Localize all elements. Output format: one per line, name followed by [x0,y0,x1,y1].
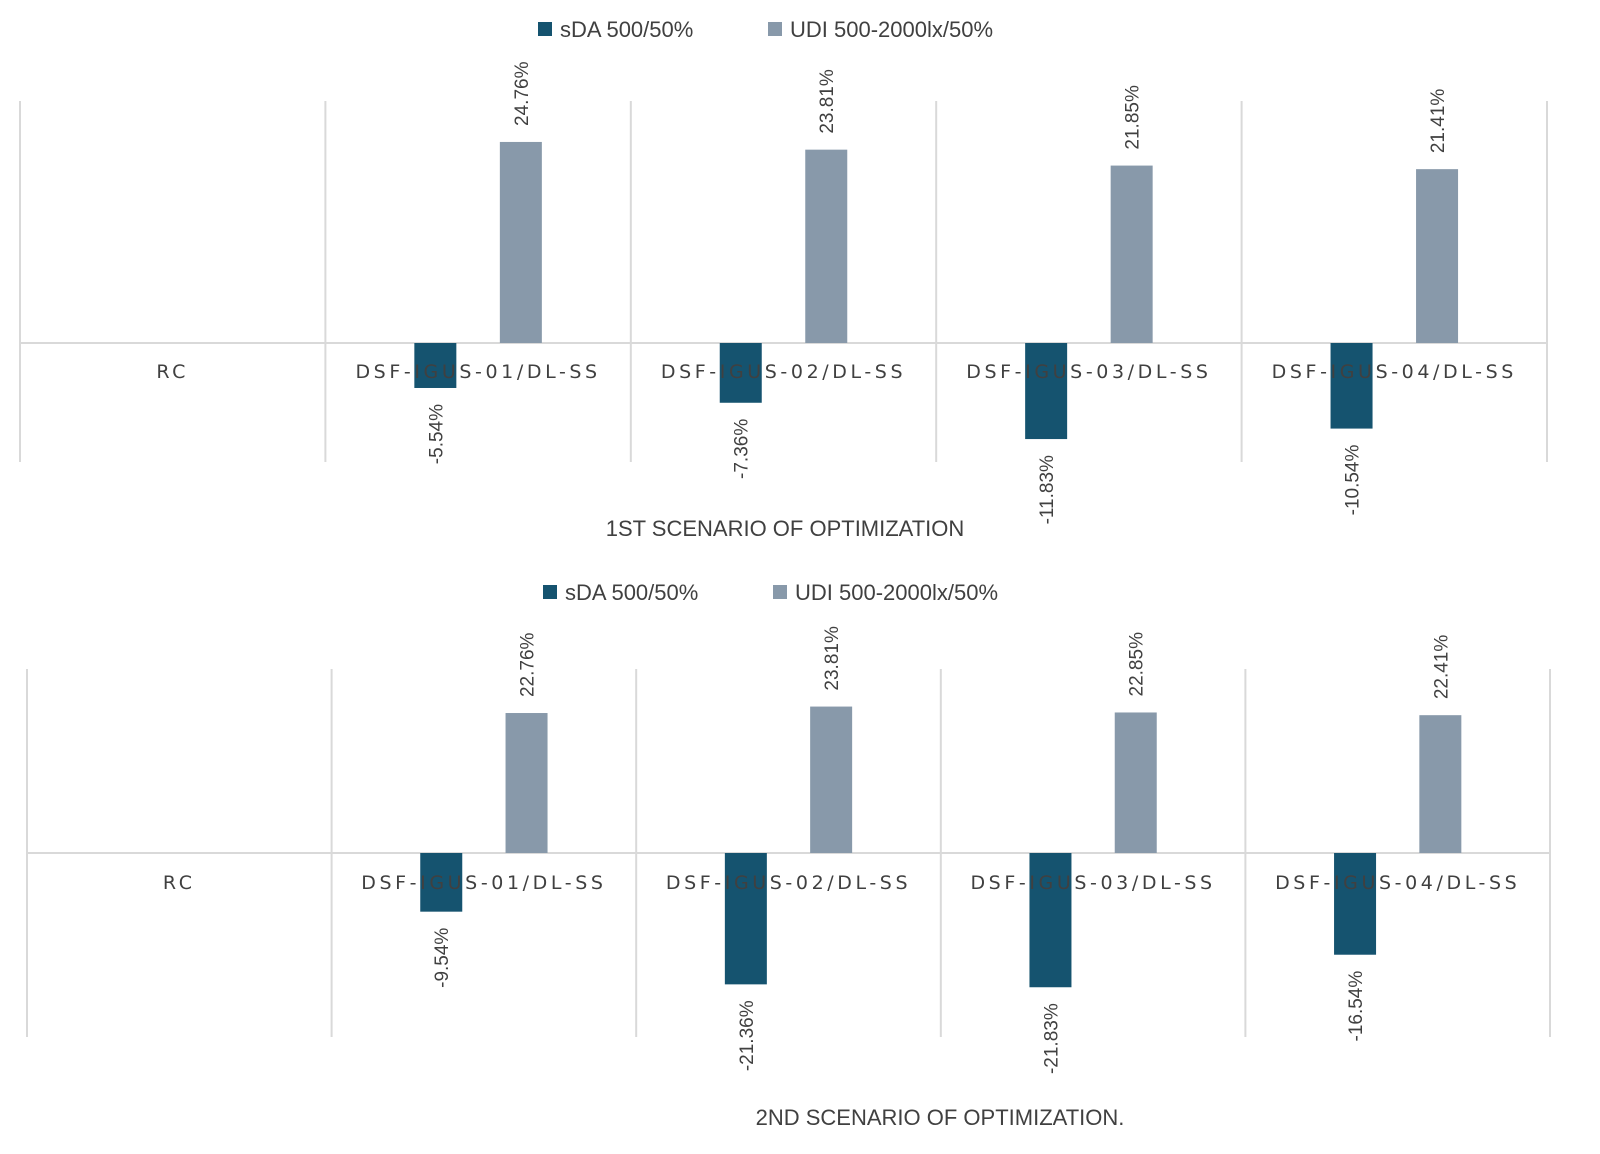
legend-label-1: sDA 500/50% [565,580,698,605]
data-label: 21.41% [1428,89,1449,154]
bar-sda [719,343,762,403]
legend-swatch-2 [773,585,787,599]
data-label: -11.83% [1037,455,1058,524]
bar-sda [1334,853,1377,955]
category-label: DSF-IGUS-04/DL-SS [1272,361,1517,383]
data-label: 22.41% [1431,635,1452,700]
data-label: -21.36% [737,1000,758,1071]
legend-label-2: UDI 500-2000lx/50% [790,17,993,42]
category-label: RC [156,361,189,383]
bar-sda [1330,343,1373,429]
data-label: -7.36% [732,419,753,479]
category-label: DSF-IGUS-04/DL-SS [1275,872,1520,894]
data-label: -5.54% [426,404,447,464]
data-label: -9.54% [432,928,453,988]
bar-sda [1025,343,1068,440]
category-label: RC [163,872,196,894]
bar-sda [724,853,767,985]
legend: sDA 500/50% UDI 500-2000lx/50% [538,17,993,42]
chart-title: 1ST SCENARIO OF OPTIMIZATION [606,516,965,541]
bar-udi [1110,165,1153,343]
chart-1: sDA 500/50% UDI 500-2000lx/50% RC DSF-IGUS-… [19,17,1548,541]
data-label: 23.81% [822,626,843,691]
data-label: 24.76% [512,61,533,126]
category-label: DSF-IGUS-02/DL-SS [661,361,906,383]
legend-swatch-2 [768,22,782,36]
chart-2: sDA 500/50% UDI 500-2000lx/50% RC DSF-IGUS-… [26,580,1551,1130]
data-label: -16.54% [1346,971,1367,1042]
category-label: DSF-IGUS-03/DL-SS [966,361,1211,383]
category-label: DSF-IGUS-03/DL-SS [970,872,1215,894]
bar-sda [420,853,463,912]
data-label: 22.76% [518,632,539,697]
legend-swatch-1 [543,585,557,599]
legend-swatch-1 [538,22,552,36]
category-label: DSF-IGUS-01/DL-SS [361,872,606,894]
bar-sda [1029,853,1072,988]
legend: sDA 500/50% UDI 500-2000lx/50% [543,580,998,605]
bar-udi [1419,715,1462,853]
bar-udi [505,713,548,853]
bar-udi [810,706,853,853]
data-label: -10.54% [1343,444,1364,515]
bar-sda [414,343,457,388]
data-label: 21.85% [1123,85,1144,150]
category-label: DSF-IGUS-01/DL-SS [355,361,600,383]
data-label: -21.83% [1041,1003,1062,1074]
bar-udi [1416,169,1459,343]
category-label: DSF-IGUS-02/DL-SS [666,872,911,894]
chart-title: 2ND SCENARIO OF OPTIMIZATION. [756,1105,1125,1130]
data-label: 23.81% [817,69,838,134]
bar-udi [1114,712,1157,853]
bar-udi [499,141,542,343]
legend-label-1: sDA 500/50% [560,17,693,42]
bar-udi [805,149,848,343]
data-label: 22.85% [1127,632,1148,697]
legend-label-2: UDI 500-2000lx/50% [795,580,998,605]
